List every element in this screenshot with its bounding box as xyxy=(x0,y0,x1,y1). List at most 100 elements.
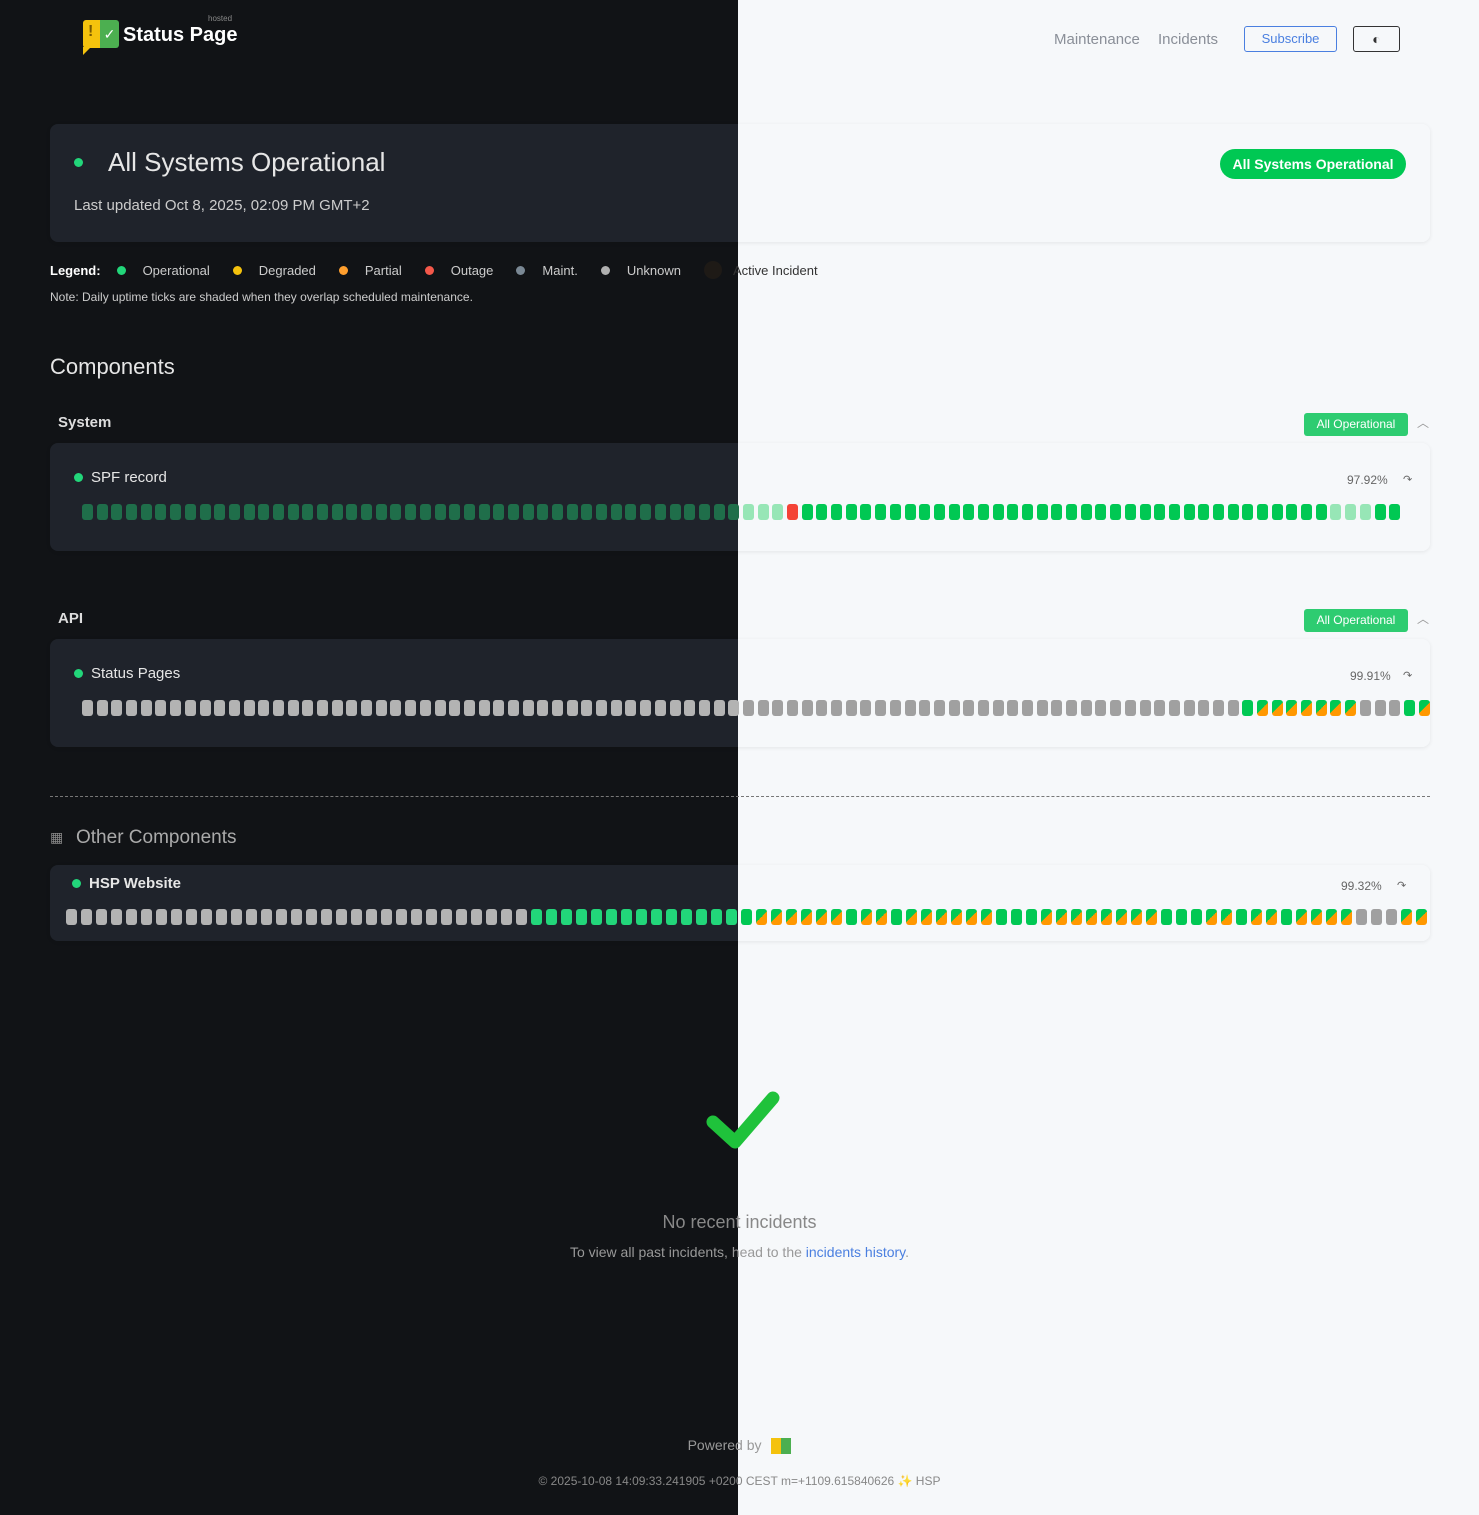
uptime-tick[interactable] xyxy=(507,700,519,716)
uptime-tick[interactable] xyxy=(1086,909,1097,925)
hsp-logo-icon[interactable] xyxy=(771,1438,792,1455)
nav-incidents[interactable]: Incidents xyxy=(1158,31,1219,48)
uptime-tick[interactable] xyxy=(546,909,557,925)
uptime-tick[interactable] xyxy=(501,909,512,925)
uptime-tick[interactable] xyxy=(576,909,587,925)
uptime-tick[interactable] xyxy=(1311,909,1322,925)
uptime-tick[interactable] xyxy=(82,504,93,520)
uptime-tick[interactable] xyxy=(771,909,782,925)
uptime-tick[interactable] xyxy=(405,504,417,520)
uptime-tick[interactable] xyxy=(581,700,593,716)
uptime-tick[interactable] xyxy=(1022,700,1033,716)
uptime-tick[interactable] xyxy=(921,909,932,925)
uptime-tick[interactable] xyxy=(199,504,211,520)
uptime-tick[interactable] xyxy=(606,909,617,925)
uptime-tick[interactable] xyxy=(1131,909,1142,925)
uptime-tick[interactable] xyxy=(1371,909,1382,925)
uptime-tick[interactable] xyxy=(1296,909,1307,925)
uptime-tick[interactable] xyxy=(507,504,519,520)
uptime-tick[interactable] xyxy=(1146,909,1157,925)
uptime-tick[interactable] xyxy=(272,700,284,716)
uptime-tick[interactable] xyxy=(951,909,962,925)
uptime-tick[interactable] xyxy=(1036,700,1048,716)
uptime-tick[interactable] xyxy=(1124,504,1136,520)
uptime-tick[interactable] xyxy=(171,909,182,925)
uptime-tick[interactable] xyxy=(860,504,872,520)
uptime-tick[interactable] xyxy=(478,700,490,716)
uptime-tick[interactable] xyxy=(531,909,542,925)
uptime-tick[interactable] xyxy=(625,700,637,716)
uptime-tick[interactable] xyxy=(696,909,707,925)
uptime-tick[interactable] xyxy=(948,700,960,716)
uptime-tick[interactable] xyxy=(1356,909,1367,925)
uptime-tick[interactable] xyxy=(816,504,828,520)
uptime-tick[interactable] xyxy=(111,504,123,520)
uptime-tick[interactable] xyxy=(684,700,696,716)
uptime-tick[interactable] xyxy=(860,700,872,716)
uptime-tick[interactable] xyxy=(126,909,137,925)
uptime-tick[interactable] xyxy=(1056,909,1067,925)
uptime-tick[interactable] xyxy=(1227,700,1239,716)
uptime-tick[interactable] xyxy=(1007,504,1019,520)
uptime-tick[interactable] xyxy=(610,504,622,520)
uptime-tick[interactable] xyxy=(434,700,446,716)
uptime-tick[interactable] xyxy=(681,909,692,925)
uptime-tick[interactable] xyxy=(640,504,652,520)
uptime-tick[interactable] xyxy=(390,700,402,716)
uptime-tick[interactable] xyxy=(1080,504,1092,520)
uptime-tick[interactable] xyxy=(1161,909,1172,925)
uptime-tick[interactable] xyxy=(216,909,227,925)
uptime-tick[interactable] xyxy=(904,700,916,716)
uptime-tick[interactable] xyxy=(1251,909,1262,925)
uptime-tick[interactable] xyxy=(336,909,347,925)
uptime-tick[interactable] xyxy=(1168,700,1180,716)
uptime-tick[interactable] xyxy=(1286,700,1298,716)
uptime-tick[interactable] xyxy=(478,504,490,520)
uptime-tick[interactable] xyxy=(1154,504,1166,520)
uptime-tick[interactable] xyxy=(321,909,332,925)
uptime-tick[interactable] xyxy=(1242,504,1254,520)
uptime-tick[interactable] xyxy=(1374,504,1386,520)
uptime-tick[interactable] xyxy=(126,700,138,716)
uptime-tick[interactable] xyxy=(170,700,182,716)
uptime-tick[interactable] xyxy=(522,504,534,520)
uptime-tick[interactable] xyxy=(1124,700,1136,716)
uptime-tick[interactable] xyxy=(1330,504,1342,520)
uptime-tick[interactable] xyxy=(1359,700,1371,716)
uptime-tick[interactable] xyxy=(992,504,1004,520)
chevron-up-icon[interactable]: ︿ xyxy=(1417,612,1430,626)
uptime-tick[interactable] xyxy=(306,909,317,925)
theme-toggle-button[interactable]: ◐ xyxy=(1353,26,1400,52)
uptime-tick[interactable] xyxy=(493,700,505,716)
uptime-tick[interactable] xyxy=(381,909,392,925)
uptime-tick[interactable] xyxy=(831,504,843,520)
uptime-tick[interactable] xyxy=(375,700,387,716)
uptime-tick[interactable] xyxy=(1221,909,1232,925)
uptime-tick[interactable] xyxy=(1191,909,1202,925)
uptime-tick[interactable] xyxy=(561,909,572,925)
uptime-tick[interactable] xyxy=(405,700,417,716)
uptime-tick[interactable] xyxy=(302,504,314,520)
uptime-tick[interactable] xyxy=(463,700,475,716)
uptime-tick[interactable] xyxy=(287,700,299,716)
uptime-tick[interactable] xyxy=(845,504,857,520)
uptime-tick[interactable] xyxy=(1330,700,1342,716)
uptime-tick[interactable] xyxy=(977,504,989,520)
uptime-tick[interactable] xyxy=(1401,909,1412,925)
uptime-tick[interactable] xyxy=(228,504,240,520)
uptime-tick[interactable] xyxy=(155,504,167,520)
uptime-tick[interactable] xyxy=(1095,700,1107,716)
uptime-tick[interactable] xyxy=(981,909,992,925)
uptime-tick[interactable] xyxy=(126,504,138,520)
uptime-tick[interactable] xyxy=(317,700,328,716)
uptime-tick[interactable] xyxy=(1095,504,1107,520)
uptime-tick[interactable] xyxy=(111,909,122,925)
uptime-tick[interactable] xyxy=(919,504,931,520)
uptime-tick[interactable] xyxy=(816,700,828,716)
uptime-tick[interactable] xyxy=(1154,700,1166,716)
uptime-tick[interactable] xyxy=(1212,504,1224,520)
uptime-tick[interactable] xyxy=(375,504,387,520)
uptime-tick[interactable] xyxy=(741,909,752,925)
uptime-tick[interactable] xyxy=(96,700,108,716)
uptime-tick[interactable] xyxy=(317,504,328,520)
